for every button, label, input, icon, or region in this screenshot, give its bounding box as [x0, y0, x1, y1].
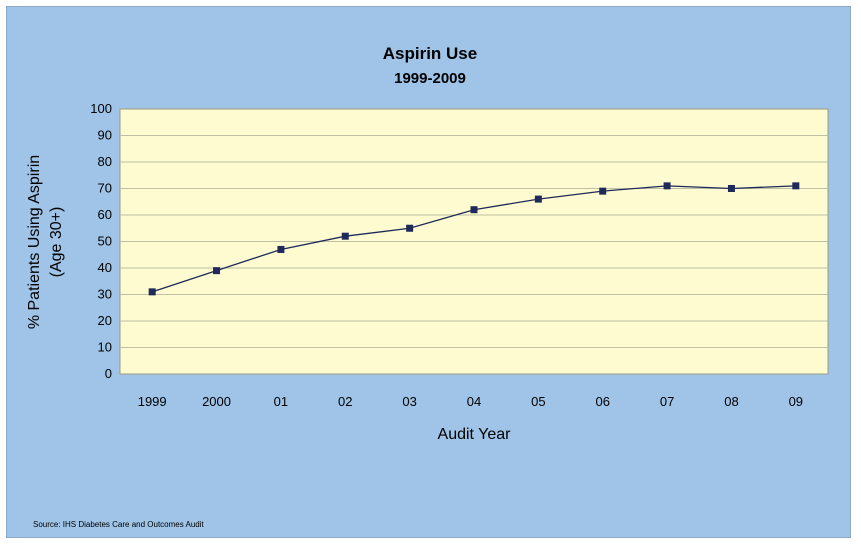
y-tick-label: 90: [98, 128, 112, 143]
x-tick-label: 1999: [138, 394, 167, 409]
y-tick-label: 60: [98, 207, 112, 222]
aspirin-line-chart: Aspirin Use 1999-2009 010203040506070809…: [26, 44, 829, 529]
y-tick-label: 30: [98, 287, 112, 302]
x-tick-label: 01: [274, 394, 288, 409]
data-point: [406, 224, 414, 232]
data-point: [341, 232, 349, 240]
y-tick-label: 70: [98, 181, 112, 196]
chart-subtitle: 1999-2009: [394, 70, 466, 87]
data-point: [470, 206, 478, 214]
data-point: [213, 267, 221, 275]
y-axis-label-group: % Patients Using Aspirin (Age 30+): [26, 155, 65, 329]
data-point: [792, 182, 800, 190]
y-tick-label: 50: [98, 234, 112, 249]
x-axis-ticks: 1999 2000 01 02 03 04 05 06 07 08 09: [138, 394, 803, 409]
source-note: Source: IHS Diabetes Care and Outcomes A…: [33, 520, 205, 529]
chart-frame: Aspirin Use 1999-2009 0 10 20 30 40 50 60 70 80 9…: [6, 6, 851, 538]
x-tick-label: 04: [467, 394, 481, 409]
data-point: [148, 288, 156, 296]
series-aspirin-use: [148, 182, 800, 296]
y-axis-ticks: 0 10 20 30 40 50 60 70 80 90 100: [90, 101, 112, 381]
data-point: [534, 195, 542, 203]
y-tick-label: 80: [98, 154, 112, 169]
x-tick-label: 07: [660, 394, 674, 409]
x-axis-label: Audit Year: [438, 426, 512, 443]
y-axis-label-line1: % Patients Using Aspirin: [26, 155, 43, 329]
y-tick-label: 100: [90, 101, 112, 116]
x-tick-label: 05: [531, 394, 545, 409]
x-tick-label: 03: [402, 394, 416, 409]
y-axis-label-line2: (Age 30+): [48, 207, 65, 278]
x-tick-label: 02: [338, 394, 352, 409]
y-tick-label: 0: [105, 366, 112, 381]
chart-title: Aspirin Use: [383, 44, 477, 63]
y-tick-label: 40: [98, 260, 112, 275]
data-point: [277, 245, 285, 253]
x-tick-label: 2000: [202, 394, 231, 409]
data-point: [727, 185, 735, 192]
data-point: [599, 187, 607, 195]
data-point: [663, 182, 671, 190]
gridlines: [120, 135, 828, 348]
y-tick-label: 10: [98, 340, 112, 355]
x-tick-label: 09: [789, 394, 803, 409]
y-tick-label: 20: [98, 313, 112, 328]
x-tick-label: 08: [724, 394, 738, 409]
x-tick-label: 06: [595, 394, 609, 409]
